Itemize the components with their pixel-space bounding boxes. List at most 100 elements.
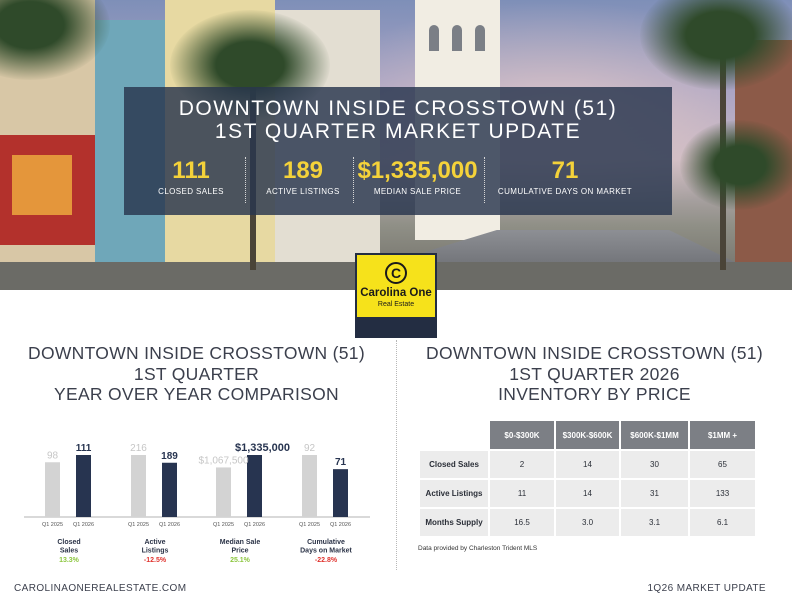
hero-title-box: DOWNTOWN INSIDE CROSSTOWN (51) 1ST QUART… [124,87,672,215]
carolina-one-logo: C Carolina One Real Estate [355,253,437,338]
stat-value: $1,335,000 [357,157,478,184]
bar-q1-2025 [216,467,231,517]
column-header: $0-$300K [490,421,554,449]
row-label: Active Listings [420,480,488,507]
category-label: Cumulative [307,539,345,546]
yoy-section-title: DOWNTOWN INSIDE CROSSTOWN (51) 1ST QUART… [14,343,379,405]
section-divider [396,340,397,570]
stat-label: ACTIVE LISTINGS [266,187,340,196]
stat-value: 71 [551,157,579,184]
percent-change-label: 25.1% [230,557,251,564]
tick-label: Q1 2026 [159,522,180,528]
category-label: Median Sale [220,539,261,546]
column-header: $600K-$1MM [621,421,688,449]
bar-q1-2026 [247,455,262,517]
category-label: Price [231,548,248,555]
stat-value: 189 [282,157,324,184]
bar-value-label: 216 [130,443,147,454]
logo-name: Carolina One [360,287,432,299]
column-header: $300K-$600K [556,421,619,449]
inventory-title-line3: INVENTORY BY PRICE [498,384,691,404]
yoy-title-line2: 1ST QUARTER [133,363,260,384]
palm-tree [640,0,792,90]
tick-label: Q1 2025 [213,522,234,528]
percent-change-label: -12.5% [144,557,167,564]
category-label: Active [144,539,165,546]
inventory-section-title: DOWNTOWN INSIDE CROSSTOWN (51) 1ST QUART… [412,343,777,405]
bar-value-label: 92 [304,443,316,454]
bar-q1-2026 [333,469,348,517]
percent-change-label: 13.3% [59,557,80,564]
inventory-title-line2: 1ST QUARTER 2026 [509,363,680,384]
yoy-title-line3: YEAR OVER YEAR COMPARISON [54,384,339,404]
hero-banner: DOWNTOWN INSIDE CROSSTOWN (51) 1ST QUART… [0,0,792,290]
steeple-window [475,25,485,51]
stat-label: CLOSED SALES [158,187,224,196]
data-source-note: Data provided by Charleston Trident MLS [418,545,538,552]
table-cell: 14 [556,451,619,478]
category-label: Listings [142,548,169,555]
table-cell: 133 [690,480,755,507]
table-cell: 3.0 [556,509,619,536]
yoy-bar-chart: 98 111 Q1 2025 Q1 2026 Closed Sales 13.3% 216 18… [24,442,370,564]
category-label: Closed [57,539,80,546]
bar-q1-2026 [76,455,91,517]
stat-active-listings: 189 ACTIVE LISTINGS [262,157,344,196]
bar-value-label: $1,067,500 [198,455,248,466]
bar-value-label: 111 [76,443,92,454]
tick-label: Q1 2025 [128,522,149,528]
bar-q1-2025 [131,455,146,517]
tick-label: Q1 2025 [299,522,320,528]
steeple-window [452,25,462,51]
table-cell: 2 [490,451,554,478]
yoy-title-line1: DOWNTOWN INSIDE CROSSTOWN (51) [28,343,365,363]
stat-divider [353,157,354,203]
logo-yellow-panel: C Carolina One Real Estate [357,255,435,317]
bar-q1-2025 [302,455,317,517]
inventory-table: $0-$300K $300K-$600K $600K-$1MM $1MM + C… [418,419,757,538]
table-row: Closed Sales 2 14 30 65 [420,451,755,478]
table-row: Months Supply 16.5 3.0 3.1 6.1 [420,509,755,536]
inventory-title-line1: DOWNTOWN INSIDE CROSSTOWN (51) [426,343,763,363]
report-label: 1Q26 MARKET UPDATE [647,583,766,594]
column-header: $1MM + [690,421,755,449]
bar-value-label: $1,335,000 [235,442,290,454]
table-row: Active Listings 11 14 31 133 [420,480,755,507]
stat-value: 111 [172,157,210,184]
table-corner [420,421,488,449]
bar-q1-2026 [162,462,177,517]
table-cell: 11 [490,480,554,507]
table-cell: 14 [556,480,619,507]
bar-value-label: 71 [335,457,347,468]
red-storefront [0,135,95,245]
tick-label: Q1 2026 [244,522,265,528]
hero-title-line1: DOWNTOWN INSIDE CROSSTOWN (51) [178,97,618,120]
stat-divider [484,157,485,203]
stat-median-sale-price: $1,335,000 MEDIAN SALE PRICE [355,157,480,196]
table-cell: 31 [621,480,688,507]
stat-cumulative-days: 71 CUMULATIVE DAYS ON MARKET [492,157,638,196]
stat-label: CUMULATIVE DAYS ON MARKET [497,187,633,196]
table-cell: 3.1 [621,509,688,536]
row-label: Months Supply [420,509,488,536]
logo-subtitle: Real Estate [377,301,415,308]
stat-closed-sales: 111 CLOSED SALES [155,157,227,196]
stat-label: MEDIAN SALE PRICE [373,187,462,196]
table-cell: 65 [690,451,755,478]
category-label: Days on Market [300,548,352,555]
bar-value-label: 189 [161,451,178,462]
percent-change-label: -22.8% [315,557,338,564]
bar-value-label: 98 [47,450,59,461]
bar-q1-2025 [45,462,60,517]
hero-title: DOWNTOWN INSIDE CROSSTOWN (51) 1ST QUART… [124,97,672,143]
hero-title-line2: 1ST QUARTER MARKET UPDATE [214,120,582,143]
palm-tree [680,120,792,210]
steeple-window [429,25,439,51]
website-link[interactable]: CAROLINAONEREALESTATE.COM [14,583,187,594]
table-cell: 30 [621,451,688,478]
stat-divider [245,157,246,203]
tick-label: Q1 2025 [42,522,63,528]
tick-label: Q1 2026 [73,522,94,528]
table-header-row: $0-$300K $300K-$600K $600K-$1MM $1MM + [420,421,755,449]
tick-label: Q1 2026 [330,522,351,528]
